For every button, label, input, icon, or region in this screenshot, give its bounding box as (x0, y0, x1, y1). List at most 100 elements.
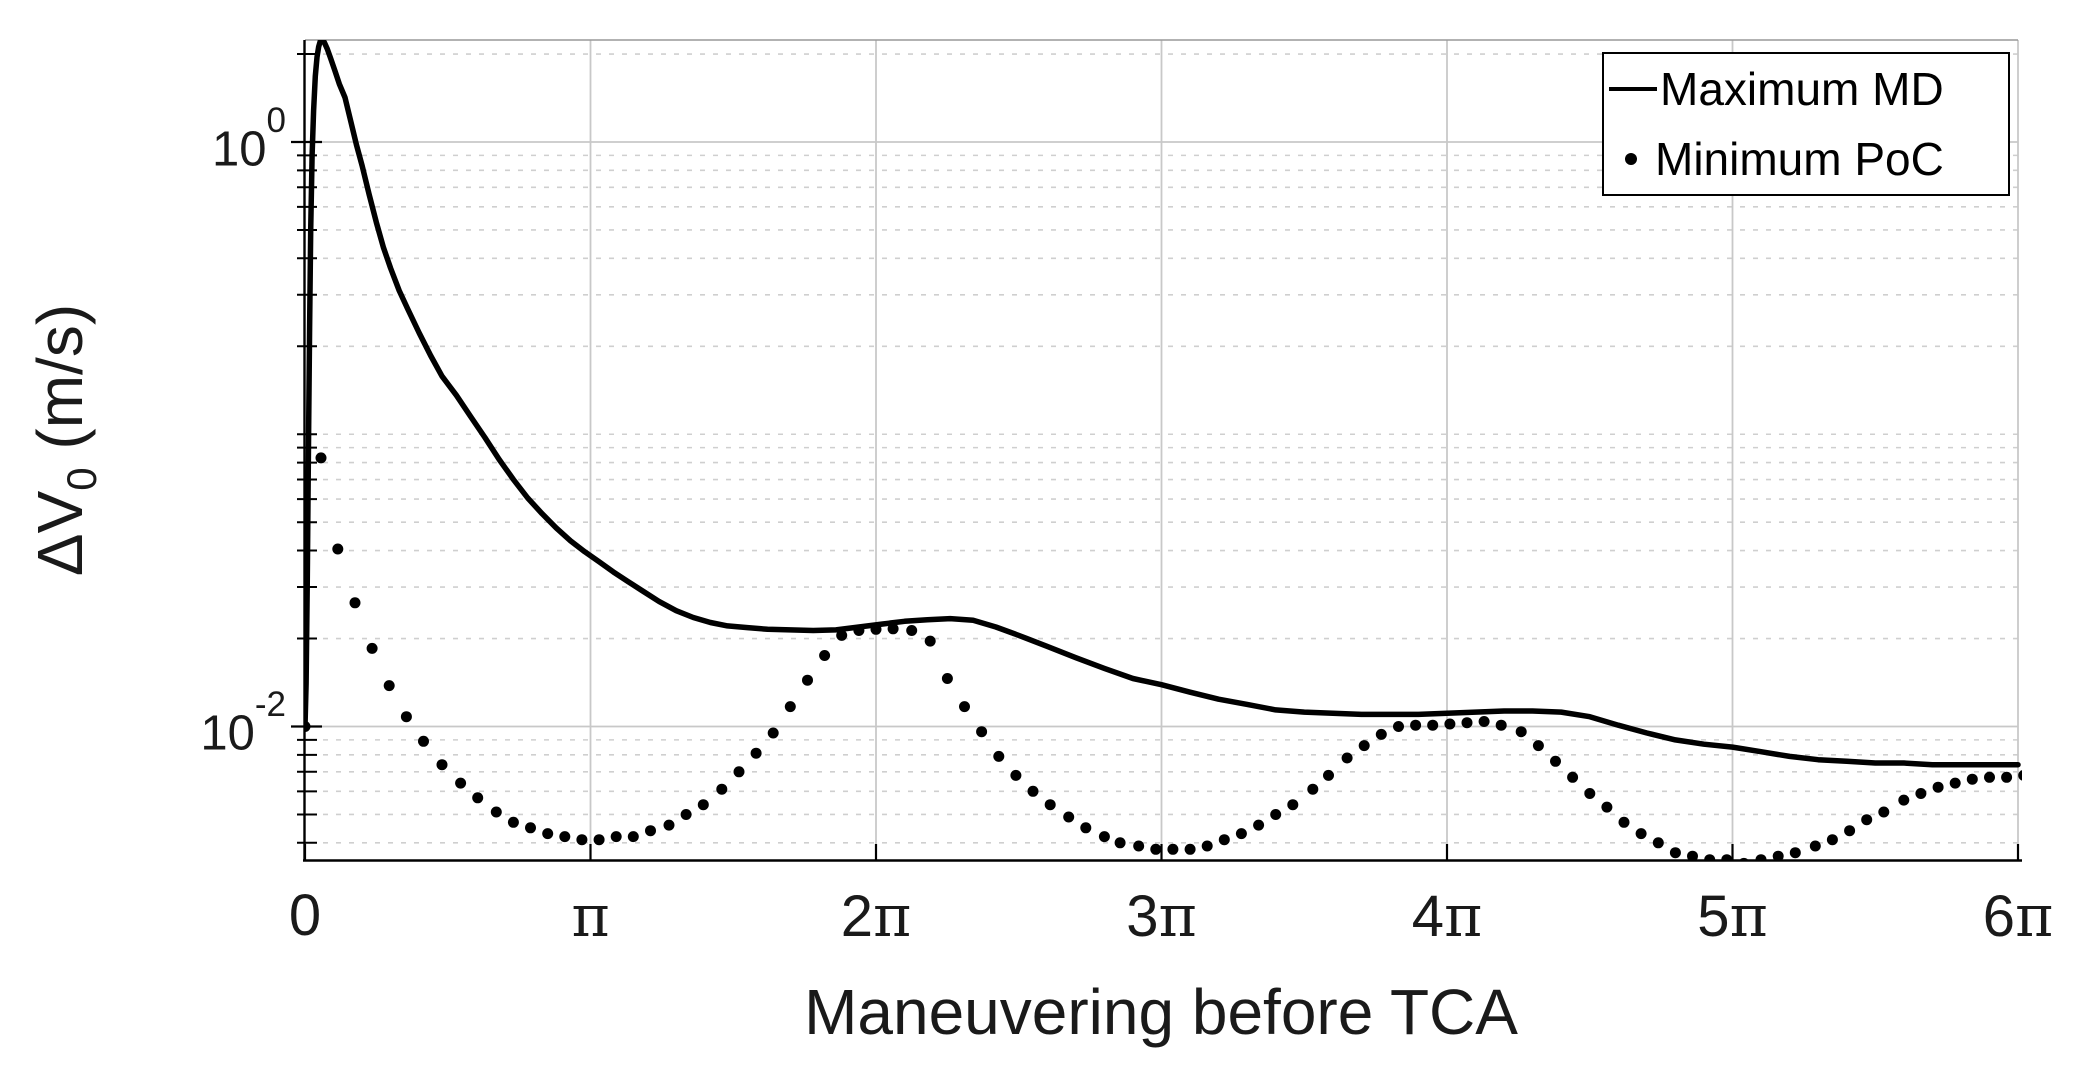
data-point-dot (924, 635, 936, 647)
data-point-dot (1114, 837, 1126, 849)
data-point-dot (1618, 816, 1630, 828)
data-point-dot (1287, 799, 1299, 811)
data-point-dot (645, 825, 656, 837)
data-point-dot (1235, 828, 1247, 840)
data-point-dot (1270, 809, 1282, 820)
data-point-dot (507, 816, 519, 828)
y-tick-base: 10 (200, 706, 255, 761)
data-point-dot (1984, 771, 1995, 783)
pi-symbol: π (873, 882, 912, 950)
data-point-dot (1098, 831, 1110, 843)
data-point-dot (1150, 843, 1162, 855)
data-point-dot (1532, 740, 1544, 752)
data-point-dot (1027, 785, 1039, 797)
data-point-dot (559, 831, 571, 843)
data-point-dot (1184, 843, 1196, 855)
data-point-dot (993, 750, 1005, 762)
data-point-dot (1427, 719, 1439, 731)
legend-line-sample (1609, 87, 1657, 91)
y-axis-label: ΔV0 (m/s) (23, 304, 105, 577)
data-point-dot (1063, 811, 1075, 823)
data-point-dot (1218, 834, 1230, 846)
y-axis-label-main: ΔV (24, 490, 96, 577)
data-point-dot (1949, 777, 1961, 789)
legend-label: Minimum PoC (1655, 133, 1944, 185)
data-point-dot (887, 623, 899, 635)
legend: Maximum MD Minimum PoC (1602, 52, 2010, 196)
data-point-dot (383, 680, 395, 692)
data-point-dot (1010, 769, 1022, 781)
data-point-dot (1844, 825, 1856, 837)
x-tick-label: 2π (840, 882, 912, 950)
data-point-dot (593, 834, 605, 846)
data-point-dot (1253, 819, 1265, 831)
x-tick-label: 3π (1126, 882, 1197, 950)
data-point-dot (400, 711, 412, 723)
y-tick-exponent: 0 (266, 101, 286, 140)
data-point-dot (1584, 788, 1596, 799)
data-point-dot (305, 721, 311, 732)
data-point-dot (490, 806, 502, 818)
data-point-dot (819, 650, 831, 661)
data-point-dot (1915, 788, 1927, 799)
data-point-dot (853, 625, 865, 636)
pi-symbol: π (1729, 882, 1768, 950)
data-point-dot (941, 673, 953, 684)
data-point-dot (836, 629, 848, 641)
data-point-dot (1393, 721, 1404, 732)
data-point-dot (1826, 834, 1838, 846)
series-minimum-poc-dots (305, 452, 2022, 860)
y-tick-label-1e-2: 10-2 (96, 685, 286, 761)
data-point-dot (1898, 794, 1910, 806)
data-point-dot (1307, 783, 1319, 795)
data-point-dot (472, 792, 484, 804)
data-point-dot (418, 735, 429, 747)
pi-symbol: π (1444, 882, 1483, 950)
x-tick-label: 4π (1411, 882, 1483, 950)
data-point-dot (716, 783, 728, 795)
legend-label: Maximum MD (1660, 63, 1944, 115)
data-point-dot (1772, 850, 1784, 860)
data-point-dot (1966, 773, 1978, 785)
data-point-dot (1358, 740, 1370, 752)
data-point-dot (870, 623, 882, 635)
data-point-dot (1044, 799, 1056, 811)
pi-symbol: π (2015, 882, 2054, 950)
data-point-dot (1635, 828, 1647, 840)
data-point-dot (976, 726, 988, 738)
data-point-dot (610, 831, 622, 843)
x-tick-label: 0 (288, 883, 322, 948)
legend-dot-sample (1625, 153, 1637, 165)
data-point-dot (542, 828, 554, 840)
data-point-dot (455, 777, 467, 789)
data-point-dot (697, 799, 709, 811)
data-point-dot (1669, 847, 1681, 859)
data-point-dot (750, 747, 762, 759)
data-point-dot (663, 819, 675, 831)
data-point-dot (1809, 840, 1821, 852)
data-point-dot (1201, 840, 1213, 852)
data-point-dot (1167, 843, 1179, 855)
data-point-dot (959, 701, 970, 713)
data-point-dot (1739, 857, 1749, 860)
legend-entry-minimum-poc: Minimum PoC (1604, 124, 2008, 194)
pi-symbol: π (571, 882, 610, 950)
y-tick-exponent: -2 (254, 685, 286, 724)
data-point-dot (1878, 806, 1890, 818)
data-point-dot (1789, 847, 1801, 859)
data-point-dot (1601, 801, 1613, 813)
pi-symbol: π (1158, 882, 1197, 950)
data-point-dot (1567, 771, 1579, 783)
data-point-dot (1652, 837, 1664, 849)
data-point-dot (315, 452, 327, 464)
data-point-dot (1704, 854, 1716, 860)
legend-entry-maximum-md: Maximum MD (1604, 54, 2008, 124)
data-point-dot (1515, 726, 1527, 738)
x-tick-label: 5π (1697, 882, 1768, 950)
data-point-dot (1755, 854, 1767, 860)
data-point-dot (2018, 770, 2022, 781)
data-point-dot (436, 759, 448, 771)
data-point-dot (1461, 717, 1473, 729)
y-tick-label-1e0: 100 (96, 101, 286, 174)
